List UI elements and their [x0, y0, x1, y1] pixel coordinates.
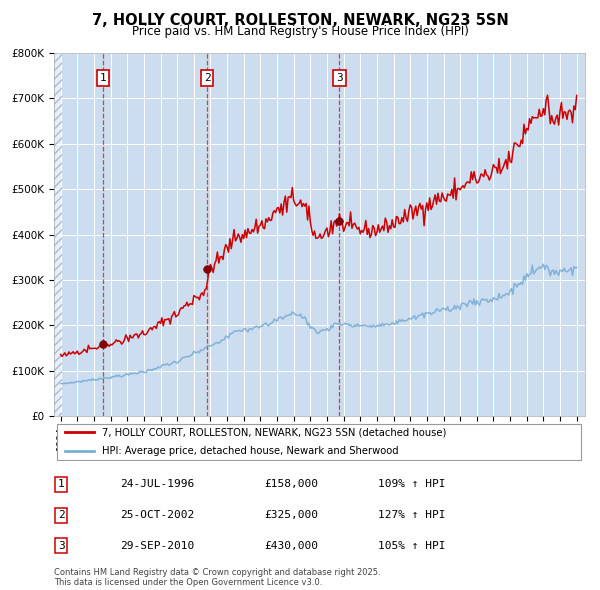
Text: 24-JUL-1996: 24-JUL-1996 — [120, 480, 194, 489]
Text: £430,000: £430,000 — [264, 541, 318, 550]
Bar — [54, 53, 62, 416]
Text: 1: 1 — [58, 480, 65, 489]
Text: 127% ↑ HPI: 127% ↑ HPI — [378, 510, 445, 520]
Text: Contains HM Land Registry data © Crown copyright and database right 2025.
This d: Contains HM Land Registry data © Crown c… — [54, 568, 380, 587]
Bar — [54, 53, 62, 416]
Text: 3: 3 — [58, 541, 65, 550]
Text: 109% ↑ HPI: 109% ↑ HPI — [378, 480, 445, 489]
Text: £158,000: £158,000 — [264, 480, 318, 489]
Text: 1: 1 — [100, 73, 107, 83]
Text: 2: 2 — [58, 510, 65, 520]
Text: £325,000: £325,000 — [264, 510, 318, 520]
FancyBboxPatch shape — [56, 424, 581, 460]
Text: 7, HOLLY COURT, ROLLESTON, NEWARK, NG23 5SN (detached house): 7, HOLLY COURT, ROLLESTON, NEWARK, NG23 … — [102, 427, 446, 437]
Bar — [54, 53, 61, 416]
Text: 25-OCT-2002: 25-OCT-2002 — [120, 510, 194, 520]
Text: 3: 3 — [336, 73, 343, 83]
Text: Price paid vs. HM Land Registry's House Price Index (HPI): Price paid vs. HM Land Registry's House … — [131, 25, 469, 38]
Text: 7, HOLLY COURT, ROLLESTON, NEWARK, NG23 5SN: 7, HOLLY COURT, ROLLESTON, NEWARK, NG23 … — [92, 13, 508, 28]
Text: HPI: Average price, detached house, Newark and Sherwood: HPI: Average price, detached house, Newa… — [102, 445, 398, 455]
Text: 2: 2 — [204, 73, 211, 83]
Text: 29-SEP-2010: 29-SEP-2010 — [120, 541, 194, 550]
Text: 105% ↑ HPI: 105% ↑ HPI — [378, 541, 445, 550]
